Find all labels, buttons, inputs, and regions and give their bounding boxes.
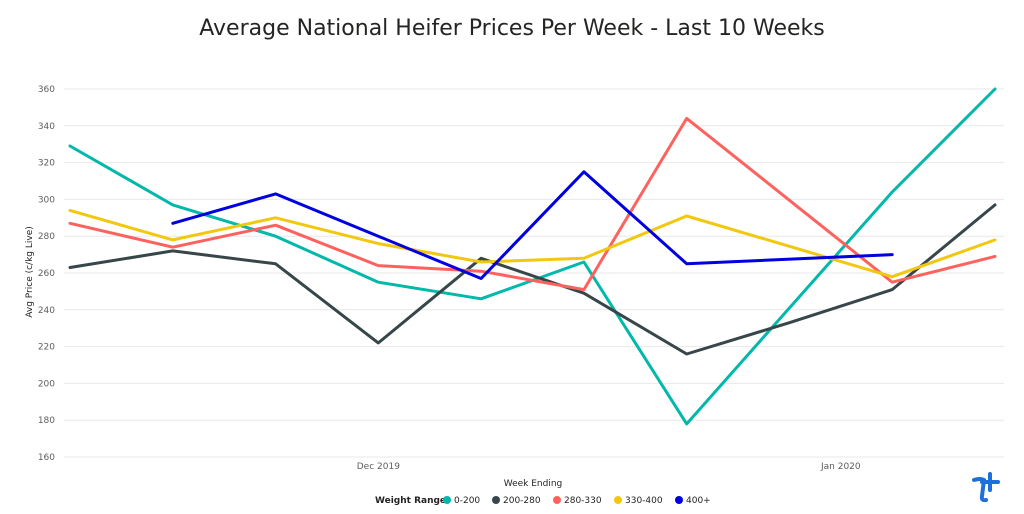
legend-label: 200-280 xyxy=(503,496,541,506)
legend-marker xyxy=(614,496,622,504)
y-tick-label: 220 xyxy=(38,343,55,353)
y-tick-label: 160 xyxy=(38,453,55,463)
series-line-200-280 xyxy=(68,203,997,356)
y-tick-label: 340 xyxy=(38,122,55,132)
legend-marker xyxy=(443,496,451,504)
legend-title: Weight Range xyxy=(375,496,446,506)
legend-marker xyxy=(553,496,561,504)
logo-t-mark xyxy=(972,477,988,503)
legend: Weight Range 0-200 200-280 280-330 330-400 4… xyxy=(375,496,711,506)
y-tick-label: 260 xyxy=(38,269,55,279)
legend-label: 400+ xyxy=(686,496,711,506)
y-axis-title: Avg Price (c/kg Live) xyxy=(25,226,35,318)
y-tick-label: 280 xyxy=(38,232,55,242)
brand-logo xyxy=(972,472,1000,503)
y-tick-label: 240 xyxy=(38,306,55,316)
legend-marker xyxy=(675,496,683,504)
x-tick-label: Dec 2019 xyxy=(357,462,400,472)
legend-label: 0-200 xyxy=(454,496,480,506)
y-axis-ticks: 160 180 200 220 240 260 280 300 320 340 360 xyxy=(38,85,55,463)
series-line-400+ xyxy=(171,170,894,280)
y-tick-label: 300 xyxy=(38,195,55,205)
series-lines xyxy=(68,87,997,426)
y-tick-label: 200 xyxy=(38,379,55,389)
gridlines xyxy=(64,88,1004,458)
logo-plus-mark xyxy=(980,472,1000,492)
legend-label: 330-400 xyxy=(625,496,663,506)
series-line-280-330 xyxy=(68,116,997,292)
x-tick-label: Jan 2020 xyxy=(820,462,861,472)
series-line-330-400 xyxy=(68,208,997,279)
y-tick-label: 320 xyxy=(38,159,55,169)
legend-marker xyxy=(492,496,500,504)
x-axis-title: Week Ending xyxy=(504,479,563,489)
y-tick-label: 360 xyxy=(38,85,55,95)
chart-title: Average National Heifer Prices Per Week … xyxy=(199,16,825,41)
y-tick-label: 180 xyxy=(38,416,55,426)
legend-label: 280-330 xyxy=(564,496,602,506)
x-axis-ticks: Dec 2019 Jan 2020 xyxy=(357,462,861,472)
